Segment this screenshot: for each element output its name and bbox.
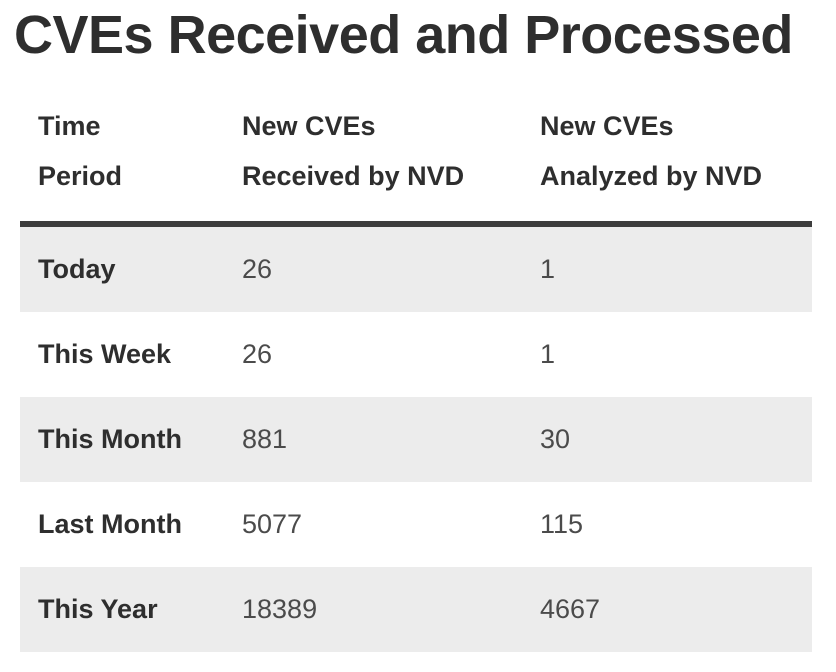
table-row: This Month 881 30 (20, 397, 812, 483)
time-period-cell: This Week (38, 339, 172, 370)
analyzed-count-cell: 115 (540, 509, 584, 540)
column-header-line: Received by NVD (242, 161, 465, 192)
received-count-cell: 26 (242, 254, 273, 285)
table-row: Last Month 5077 115 (20, 482, 812, 567)
table-row: Today 26 1 (20, 224, 812, 313)
received-count-cell: 18389 (242, 594, 318, 625)
column-header-line: Time (38, 111, 101, 142)
cve-stats-table: Time Period New CVEs Received by NVD New… (20, 101, 812, 653)
received-count-cell: 5077 (242, 509, 303, 540)
table-row: This Week 26 1 (20, 312, 812, 397)
analyzed-count-cell: 1 (540, 254, 556, 285)
table-row: This Year 18389 4667 (20, 567, 812, 653)
time-period-cell: This Year (38, 594, 158, 625)
received-count-cell: 881 (242, 424, 288, 455)
column-header-line: New CVEs (242, 111, 376, 142)
column-header-time-period: Time Period (20, 101, 242, 228)
page-title: CVEs Received and Processed (14, 5, 793, 65)
column-header-line: Analyzed by NVD (540, 161, 763, 192)
table-header: Time Period New CVEs Received by NVD New… (20, 101, 812, 228)
column-header-received: New CVEs Received by NVD (242, 101, 540, 228)
received-count-cell: 26 (242, 339, 273, 370)
cve-received-processed-panel: CVEs Received and Processed Time Period … (0, 5, 836, 672)
time-period-cell: Last Month (38, 509, 182, 540)
table-body: Today 26 1 This Week 26 1 This Month 881 30 Last … (20, 224, 812, 653)
column-header-analyzed: New CVEs Analyzed by NVD (540, 101, 812, 228)
analyzed-count-cell: 4667 (540, 594, 601, 625)
analyzed-count-cell: 1 (540, 339, 556, 370)
column-header-line: New CVEs (540, 111, 674, 142)
time-period-cell: Today (38, 254, 116, 285)
analyzed-count-cell: 30 (540, 424, 571, 455)
column-header-line: Period (38, 161, 123, 192)
header-row: Time Period New CVEs Received by NVD New… (20, 101, 812, 228)
time-period-cell: This Month (38, 424, 182, 455)
